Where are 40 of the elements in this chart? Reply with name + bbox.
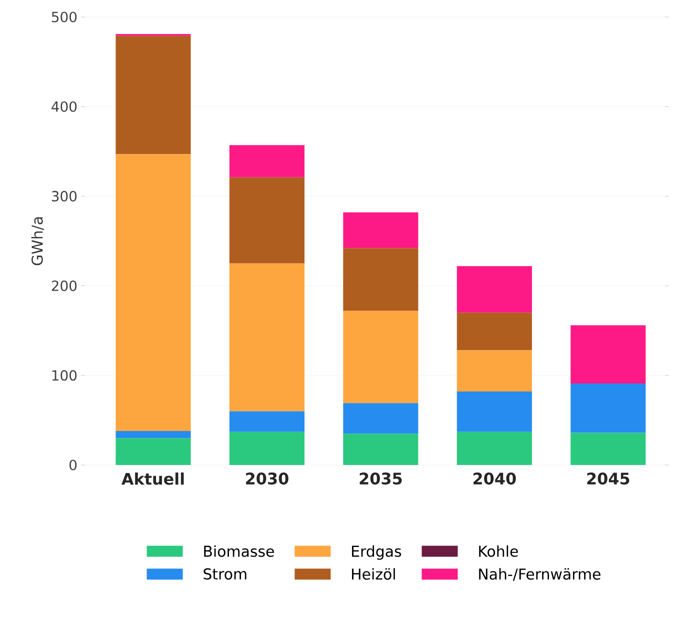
bar <box>116 430 191 438</box>
y-tick-label: 0 <box>70 460 77 470</box>
x-tick-label: 2035 <box>360 472 402 485</box>
x-tick-label: Aktuell <box>121 472 184 485</box>
legend-label: Nah-/Fernwärme <box>479 568 600 581</box>
y-axis-title: GWh/a <box>31 217 44 266</box>
bar <box>456 392 532 432</box>
bar <box>456 266 532 313</box>
bar <box>570 325 646 384</box>
bar <box>229 411 304 432</box>
x-tick-label: 2040 <box>474 472 516 485</box>
bar <box>456 312 532 350</box>
bar <box>229 145 304 178</box>
y-tick-label: 200 <box>52 280 77 292</box>
bar <box>229 432 304 465</box>
y-tick-label: 300 <box>52 190 77 202</box>
bar <box>229 263 304 412</box>
legend-label: Heizöl <box>352 568 395 580</box>
bar <box>570 383 646 433</box>
bar <box>116 154 191 431</box>
x-tick-label: 2045 <box>587 472 630 485</box>
bar <box>343 248 418 311</box>
legend-label: Strom <box>204 568 246 580</box>
bar <box>343 310 418 404</box>
y-tick-label: 400 <box>52 101 77 112</box>
bar <box>343 403 418 434</box>
bar <box>229 177 304 264</box>
y-tick-label: 100 <box>52 370 77 381</box>
bar <box>343 212 418 248</box>
x-tick-label: 2030 <box>246 472 288 485</box>
legend-label: Erdgas <box>352 545 402 560</box>
legend-label: Biomasse <box>204 545 274 557</box>
bar <box>456 350 532 392</box>
bar <box>116 36 191 154</box>
bar <box>343 434 418 465</box>
bar <box>116 438 191 465</box>
y-tick-label: 500 <box>52 12 77 22</box>
bar <box>570 432 646 465</box>
legend-label: Kohle <box>479 545 518 557</box>
bar <box>456 432 532 465</box>
